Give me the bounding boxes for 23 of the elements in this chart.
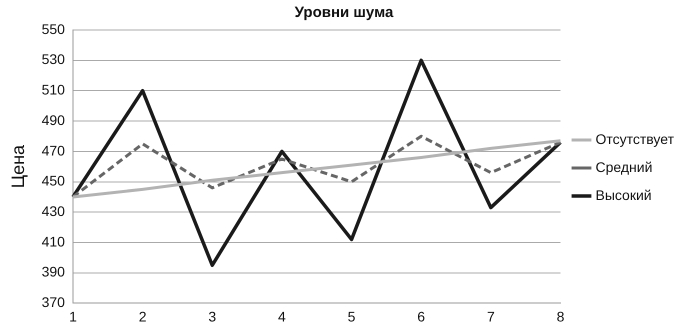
x-tick-label: 7 xyxy=(486,308,495,324)
legend-label: Высокий xyxy=(595,186,652,203)
y-tick-label: 470 xyxy=(42,142,66,158)
chart-title: Уровни шума xyxy=(294,4,394,22)
y-tick-label: 410 xyxy=(42,233,66,250)
legend-label: Средний xyxy=(595,158,652,175)
x-tick-label: 8 xyxy=(556,308,565,324)
y-tick-label: 370 xyxy=(42,294,66,310)
x-tick-label: 5 xyxy=(348,308,356,324)
y-axis-title: Цена xyxy=(8,144,28,188)
y-tick-label: 530 xyxy=(42,51,66,68)
x-tick-label: 3 xyxy=(208,308,216,324)
y-tick-label: 510 xyxy=(42,82,66,98)
y-tick-label: 430 xyxy=(42,202,66,219)
x-tick-label: 2 xyxy=(138,308,147,324)
x-tick-label: 6 xyxy=(417,308,426,324)
x-tick-label: 4 xyxy=(278,308,286,324)
y-tick-label: 550 xyxy=(42,20,66,37)
legend-label: Отсутствует xyxy=(595,130,675,147)
y-tick-label: 390 xyxy=(42,264,66,280)
y-tick-label: 450 xyxy=(42,172,66,189)
x-tick-label: 1 xyxy=(69,308,78,324)
y-tick-label: 490 xyxy=(42,112,66,128)
